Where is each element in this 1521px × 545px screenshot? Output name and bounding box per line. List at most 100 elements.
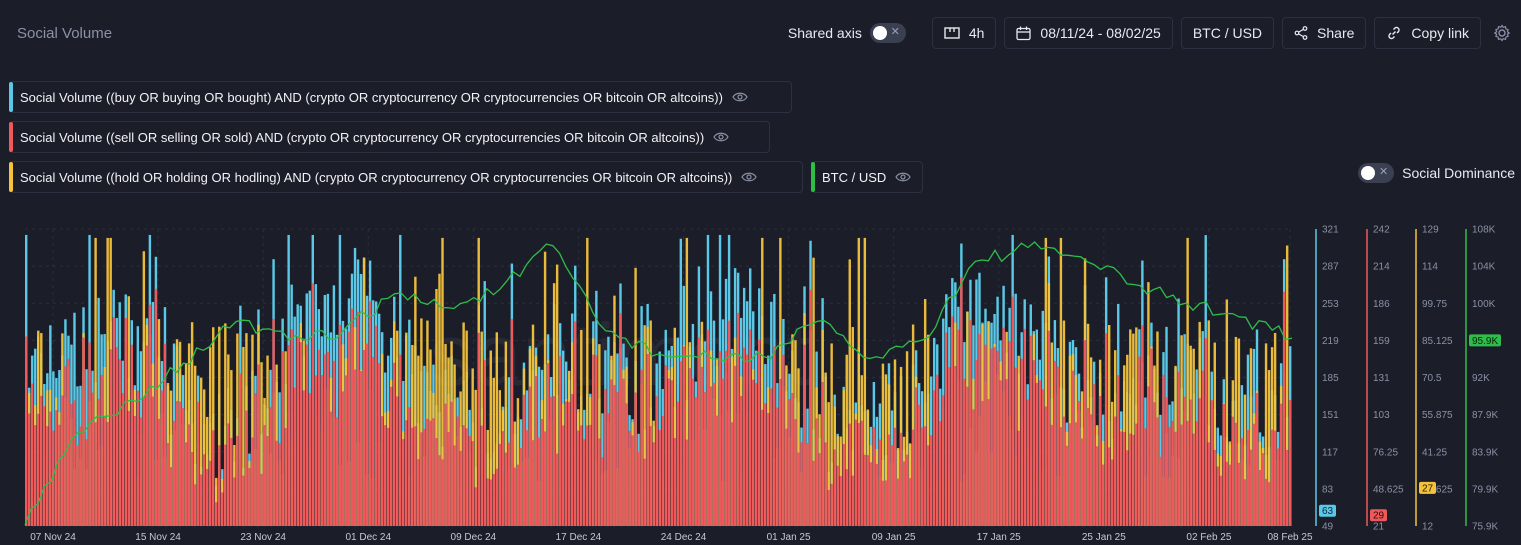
social-dominance-toggle[interactable]: ✕ [1358,163,1395,183]
sell-bar [990,348,993,526]
sell-bar [1104,333,1108,526]
sell-bar [1056,366,1060,526]
sell-bar [380,416,384,526]
sell-bar [1273,430,1277,526]
chart-area[interactable]: santiment 321287253219185151117834924221… [0,215,1521,545]
legend-hold[interactable]: Social Volume ((hold OR holding OR hodli… [9,161,803,193]
sell-bar [779,379,782,526]
buy-tick-label: 83 [1322,484,1334,495]
y-axes: 321 287 253 219 185 151 117 83 49 242 214 186 159 131… [1315,225,1501,533]
sell-bar [196,401,200,526]
sell-bar [558,356,562,526]
sell-bar [1231,416,1235,526]
sell-bar [1216,466,1219,526]
legend-label: Social Volume ((buy OR buying OR bought)… [20,89,723,105]
x-tick-label: 17 Dec 24 [556,532,602,543]
sell-bar [945,332,948,526]
sell-bar [1189,399,1192,526]
sell-bar [592,354,595,526]
hold-bar [516,398,520,526]
sell-bar [604,388,607,526]
sell-bar [1261,453,1265,526]
sell-bar [329,411,333,526]
sell-bar [863,454,867,526]
sell-tick-label: 21 [1373,522,1385,533]
legend-sell[interactable]: Social Volume ((sell OR selling OR sold)… [9,121,770,153]
sell-bar [169,467,173,526]
hold-bar [1273,332,1277,526]
x-tick-label: 17 Jan 25 [977,532,1021,543]
sell-bar [459,450,462,526]
interval-button[interactable]: 4h [931,17,997,49]
sell-bar [236,435,239,526]
sell-bar [1201,370,1204,526]
sell-bar [118,359,121,526]
sell-bar [752,379,755,526]
sell-bar [218,445,221,526]
sell-bar [830,483,833,526]
sell-bar [414,426,417,526]
sell-bar [842,443,845,526]
eye-icon[interactable] [732,91,748,103]
sell-bar [776,407,779,526]
sell-bar [396,396,399,526]
share-button[interactable]: Share [1282,17,1367,49]
hold-tick-label: 26.625 [1422,484,1453,495]
hold-bar [474,389,477,526]
sell-bar [561,425,565,526]
hold-bar [905,351,909,526]
sell-tick-label: 103 [1373,410,1390,421]
sell-bar [25,336,28,526]
sell-bar [311,283,314,526]
sell-bar [933,390,936,526]
sell-bar [773,346,776,526]
sell-bar [254,393,257,526]
buy-tick-label: 117 [1322,447,1338,458]
date-range-button[interactable]: 08/11/24 - 08/02/25 [1004,17,1173,49]
sell-bar [326,351,330,526]
legend-btc[interactable]: BTC / USD [811,161,923,193]
sell-bar [1017,430,1020,526]
sell-bar [305,344,308,526]
gear-icon[interactable] [1493,24,1511,42]
pair-button[interactable]: BTC / USD [1180,17,1275,49]
copy-link-button[interactable]: Copy link [1374,17,1481,49]
sell-bar [317,349,321,526]
eye-icon[interactable] [713,131,729,143]
legend-buy[interactable]: Social Volume ((buy OR buying OR bought)… [9,81,792,113]
sell-bar [954,365,957,526]
hold-bar [586,237,589,526]
hold-bar [435,288,438,526]
legend-color-swatch [9,122,13,152]
sell-bar [495,468,499,526]
eye-icon[interactable] [895,171,911,183]
hold-bar [251,334,254,526]
sell-bar [1120,431,1123,526]
sell-bar [676,401,680,526]
sell-bar [568,401,571,526]
btc-tick-label: 92K [1472,373,1490,384]
sell-bar [209,460,212,526]
sell-bar [673,438,676,526]
hold-bar [414,276,417,526]
btc-tick-label: 75.9K [1472,522,1498,533]
sell-bar [555,453,559,526]
sell-bar [206,469,209,526]
x-tick-label: 25 Jan 25 [1082,532,1126,543]
sell-bar [1177,371,1180,526]
sell-bar [854,419,857,526]
sell-bar [571,394,574,526]
sell-bar [281,351,284,526]
sell-bar [809,289,812,526]
sell-bar [1288,399,1292,526]
hold-bar [224,323,227,526]
sell-bar [88,342,91,526]
btc-tick-label: 79.9K [1472,484,1498,495]
sell-bar [580,425,583,526]
eye-icon[interactable] [741,171,758,183]
hold-bar [884,374,888,526]
sell-bar [263,425,266,526]
shared-axis-toggle[interactable]: ✕ [869,23,906,43]
sell-bar [187,424,191,526]
sell-bar [893,427,897,526]
